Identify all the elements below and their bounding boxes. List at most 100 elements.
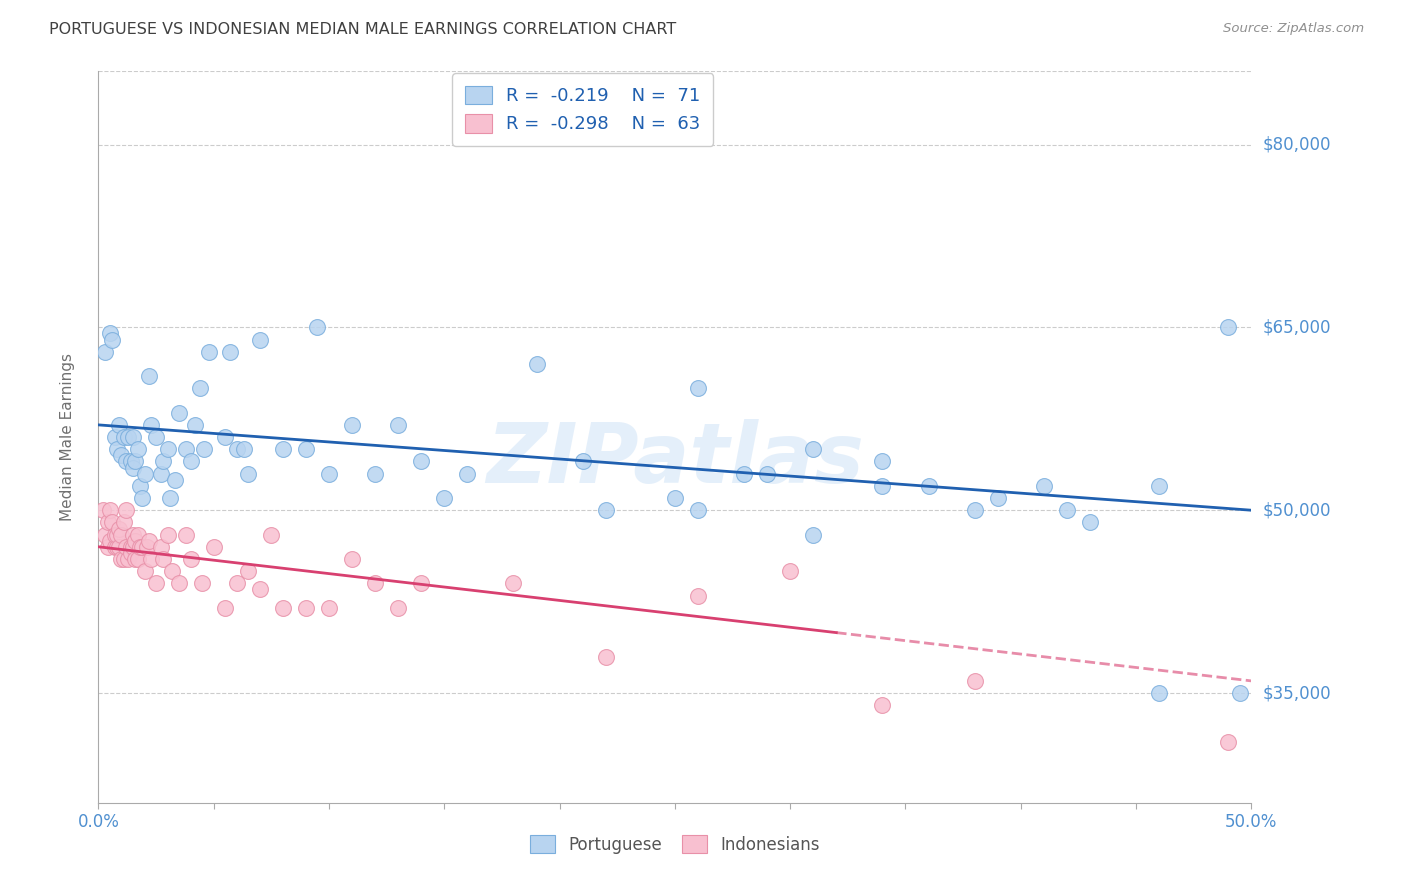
Point [387, 600, 409, 615]
Point [188, 381, 211, 395]
Point [340, 552, 363, 566]
Point [733, 467, 755, 481]
Point [174, 442, 197, 457]
Point [112, 430, 135, 444]
Point [260, 527, 283, 541]
Point [115, 454, 138, 468]
Text: $80,000: $80,000 [1263, 136, 1331, 153]
Point [664, 491, 686, 505]
Point [987, 491, 1010, 505]
Point [917, 479, 939, 493]
Point [131, 491, 153, 505]
Point [571, 454, 593, 468]
Point [225, 576, 247, 591]
Point [110, 552, 132, 566]
Point [340, 417, 363, 432]
Point [184, 417, 207, 432]
Point [202, 540, 225, 554]
Point [174, 527, 197, 541]
Point [103, 430, 125, 444]
Point [108, 417, 131, 432]
Point [98, 503, 121, 517]
Point [238, 564, 260, 578]
Point [105, 527, 128, 541]
Text: ZIPatlas: ZIPatlas [486, 418, 863, 500]
Point [138, 369, 160, 384]
Point [94, 527, 117, 541]
Point [122, 460, 145, 475]
Point [117, 552, 139, 566]
Point [120, 546, 142, 560]
Point [595, 649, 617, 664]
Point [98, 533, 121, 548]
Point [686, 589, 709, 603]
Point [134, 467, 156, 481]
Point [149, 467, 172, 481]
Text: PORTUGUESE VS INDONESIAN MEDIAN MALE EARNINGS CORRELATION CHART: PORTUGUESE VS INDONESIAN MEDIAN MALE EAR… [49, 22, 676, 37]
Point [779, 564, 801, 578]
Point [156, 442, 179, 457]
Point [198, 344, 221, 359]
Point [94, 344, 117, 359]
Point [232, 442, 254, 457]
Point [1147, 479, 1170, 493]
Point [112, 516, 135, 530]
Point [112, 552, 135, 566]
Legend: Portuguese, Indonesians: Portuguese, Indonesians [523, 829, 827, 860]
Point [120, 540, 142, 554]
Point [218, 344, 240, 359]
Point [318, 467, 340, 481]
Point [872, 454, 894, 468]
Point [97, 516, 120, 530]
Point [135, 540, 157, 554]
Point [191, 576, 214, 591]
Point [124, 533, 146, 548]
Point [595, 503, 617, 517]
Point [115, 540, 138, 554]
Point [756, 467, 779, 481]
Point [433, 491, 456, 505]
Point [127, 527, 149, 541]
Point [686, 381, 709, 395]
Text: $35,000: $35,000 [1263, 684, 1331, 702]
Point [1229, 686, 1251, 700]
Point [160, 564, 183, 578]
Point [387, 417, 409, 432]
Point [456, 467, 478, 481]
Point [103, 540, 125, 554]
Point [124, 454, 146, 468]
Text: $65,000: $65,000 [1263, 318, 1331, 336]
Point [101, 516, 124, 530]
Point [502, 576, 524, 591]
Point [214, 430, 236, 444]
Point [801, 527, 824, 541]
Point [105, 442, 128, 457]
Point [526, 357, 548, 371]
Point [97, 540, 120, 554]
Point [180, 454, 202, 468]
Point [141, 552, 163, 566]
Point [141, 417, 163, 432]
Point [1056, 503, 1078, 517]
Point [145, 430, 167, 444]
Point [963, 673, 986, 688]
Point [152, 552, 174, 566]
Point [105, 540, 128, 554]
Point [872, 698, 894, 713]
Point [145, 576, 167, 591]
Point [238, 467, 260, 481]
Point [163, 473, 186, 487]
Point [98, 326, 121, 341]
Point [364, 576, 387, 591]
Point [364, 467, 387, 481]
Point [127, 552, 149, 566]
Point [307, 320, 329, 334]
Point [129, 479, 152, 493]
Point [271, 442, 294, 457]
Point [101, 333, 124, 347]
Point [138, 533, 160, 548]
Point [149, 540, 172, 554]
Point [295, 600, 318, 615]
Point [1078, 516, 1101, 530]
Point [108, 521, 131, 535]
